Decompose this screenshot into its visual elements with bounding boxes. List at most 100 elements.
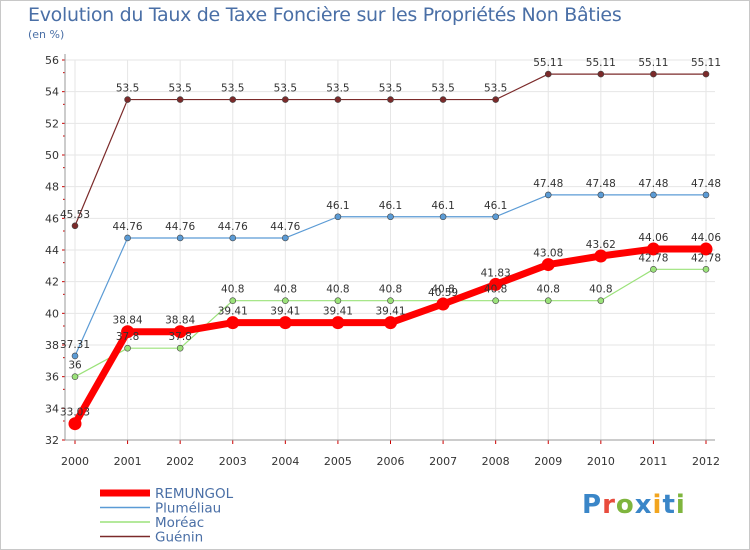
data-label: 39.41 [218,306,248,318]
proxiti-logo: Proxiti [582,490,686,520]
y-tick-label: 36 [45,371,59,384]
x-tick-label: 2011 [639,455,667,468]
legend-label: Moréac [155,515,204,531]
y-tick-label: 52 [45,117,59,130]
data-label: 44.76 [270,221,300,233]
legend-label: Pluméliau [155,501,221,517]
data-point [492,96,499,103]
data-point [176,344,184,352]
data-label: 46.1 [326,200,349,212]
x-tick-label: 2001 [114,455,142,468]
data-label: 53.5 [116,83,139,95]
data-label: 53.5 [168,83,191,95]
data-label: 42.78 [691,252,721,264]
data-label: 47.48 [691,178,721,190]
x-tick-label: 2000 [61,455,89,468]
data-point [121,325,135,339]
data-point [226,316,240,330]
data-label: 44.76 [113,221,143,233]
data-point [544,297,552,304]
data-label: 46.1 [484,200,507,212]
x-tick-label: 2005 [324,455,352,468]
data-label: 47.48 [586,178,616,190]
x-tick-label: 2006 [377,455,405,468]
data-point [176,96,184,103]
y-tick-label: 38 [45,339,59,352]
y-tick-label: 54 [45,86,59,99]
x-tick-label: 2004 [271,455,299,468]
data-label: 53.5 [431,83,454,95]
data-point [597,297,605,304]
data-label: 37.8 [168,331,191,343]
logo-letter: i [652,490,663,520]
data-point [699,242,713,256]
data-label: 40.8 [589,284,612,296]
data-point [387,213,394,221]
data-label: 47.48 [638,178,668,190]
data-point [650,191,657,199]
y-tick-label: 48 [45,181,59,194]
data-point [282,96,289,103]
data-point [597,191,605,199]
legend-label: Guénin [155,530,203,546]
data-point [124,96,131,103]
chart-title: Evolution du Taux de Taxe Foncière sur l… [28,4,622,26]
data-point [282,297,289,304]
data-label: 46.1 [379,200,402,212]
data-label: 44.06 [691,232,721,244]
data-label: 39.41 [323,306,353,318]
logo-letter: P [582,490,603,520]
data-label: 40.59 [428,287,458,299]
data-point [597,70,605,78]
logo-letter: o [615,490,635,520]
data-point [650,70,657,78]
data-label: 44.06 [638,232,668,244]
data-label: 55.11 [586,57,616,69]
data-point [439,213,447,221]
data-label: 40.8 [537,284,560,296]
x-tick-label: 2010 [587,455,615,468]
data-point [492,297,499,304]
data-point [229,297,237,304]
data-point [646,242,660,256]
data-label: 43.08 [533,248,563,260]
logo-letter: i [675,490,686,520]
data-point [702,191,710,199]
logo-letter: t [662,490,676,520]
data-point [387,96,394,103]
x-tick-label: 2009 [534,455,562,468]
data-label: 53.5 [326,83,349,95]
data-point [68,417,82,431]
data-label: 46.1 [431,200,454,212]
data-label: 53.5 [379,83,402,95]
data-point [278,316,292,330]
data-label: 45.53 [60,209,90,221]
data-label: 40.8 [379,284,402,296]
y-tick-label: 56 [45,54,59,67]
y-tick-label: 44 [45,244,59,257]
data-point [334,96,342,103]
data-label: 39.41 [270,306,300,318]
data-point [702,266,710,273]
data-point [173,325,187,339]
x-tick-label: 2003 [219,455,247,468]
data-label: 53.5 [221,83,244,95]
data-label: 40.8 [274,284,297,296]
chart-unit: (en %) [28,28,65,41]
y-tick-label: 42 [45,276,59,289]
data-label: 42.78 [638,252,668,264]
data-label: 33.03 [60,407,90,419]
data-label: 41.83 [481,267,511,279]
x-tick-label: 2007 [429,455,457,468]
logo-letter: r [602,490,616,520]
data-point [492,213,499,221]
logo-letter: x [634,490,653,520]
y-tick-label: 40 [45,307,59,320]
data-point [594,249,608,263]
data-label: 44.76 [165,221,195,233]
data-label: 55.11 [533,57,563,69]
y-tick-label: 34 [45,402,59,415]
data-label: 40.8 [431,284,454,296]
data-point [650,266,657,273]
